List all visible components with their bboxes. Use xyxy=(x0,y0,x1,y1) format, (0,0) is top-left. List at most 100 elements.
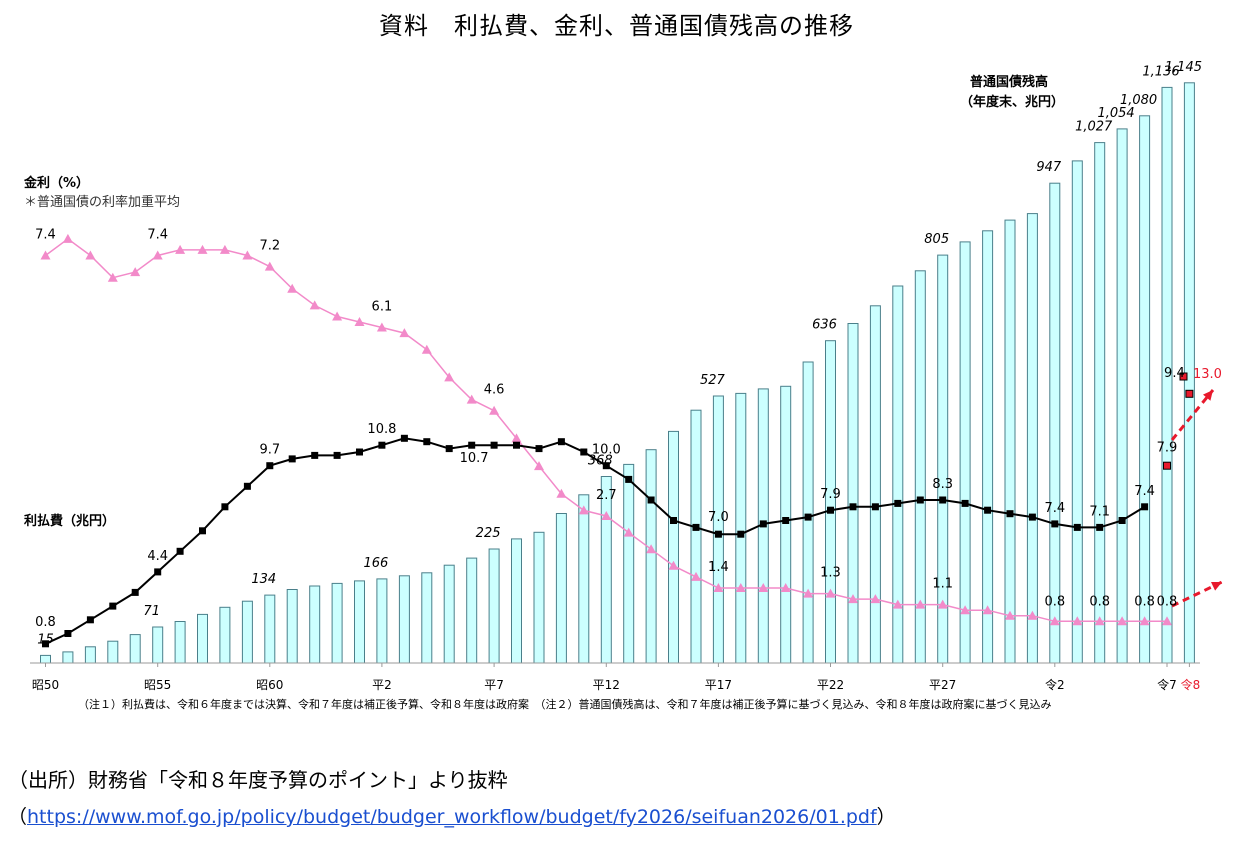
interest-value-label: 7.9 xyxy=(1157,441,1178,456)
interest-point xyxy=(42,640,49,648)
chart-svg: 15711341662253685276368059471,0271,0541,… xyxy=(23,60,1223,711)
debt-bar xyxy=(84,646,96,664)
interest-point xyxy=(86,616,94,624)
interest-point xyxy=(1028,513,1036,521)
rate-point xyxy=(534,461,544,471)
debt-bar xyxy=(578,494,590,664)
debt-bar xyxy=(847,323,859,664)
interest-line xyxy=(45,437,1146,645)
rate-point xyxy=(332,311,343,321)
rate-point xyxy=(399,328,410,338)
interest-axis-title: 利払費（兆円） xyxy=(24,513,115,529)
debt-bar xyxy=(354,580,365,664)
interest-point xyxy=(513,441,520,449)
interest-projection-arrow xyxy=(1170,389,1215,441)
interest-point xyxy=(176,547,184,555)
rate-point xyxy=(107,272,118,282)
interest-point xyxy=(737,530,745,538)
debt-bar xyxy=(152,626,164,664)
interest-point xyxy=(557,438,565,446)
debt-axis-unit: （年度末、兆円） xyxy=(960,94,1064,110)
interest-point xyxy=(490,441,498,449)
interest-value-label: 10.7 xyxy=(460,451,489,466)
interest-point xyxy=(984,506,992,514)
rate-point xyxy=(242,250,253,260)
rate-point xyxy=(646,544,657,554)
interest-projection-arrow-head xyxy=(1203,390,1213,401)
debt-bar xyxy=(421,572,433,664)
interest-point xyxy=(468,441,476,449)
rate-point xyxy=(758,583,769,592)
rate-value-label: 0.8 xyxy=(1134,594,1155,609)
rate-point xyxy=(376,322,387,332)
interest-value-label: 8.3 xyxy=(932,477,953,492)
debt-value-label: 1,080 xyxy=(1120,93,1157,108)
interest-point xyxy=(1118,517,1126,524)
debt-bar xyxy=(241,600,253,664)
interest-point xyxy=(916,496,924,504)
rate-point xyxy=(1072,616,1083,626)
debt-value-label: 134 xyxy=(251,572,276,587)
interest-value-label: 7.0 xyxy=(708,510,729,525)
rate-point xyxy=(130,267,141,277)
interest-point xyxy=(266,462,274,470)
rate-value-label: 7.4 xyxy=(147,228,168,243)
rate-value-label: 4.6 xyxy=(484,383,505,398)
debt-bar xyxy=(780,385,792,664)
rate-point xyxy=(735,583,746,592)
debt-bar xyxy=(443,564,455,664)
debt-bar xyxy=(107,640,119,664)
rate-projection-arrow-head xyxy=(1211,582,1222,591)
rate-value-label: 0.8 xyxy=(1089,594,1110,609)
rate-point xyxy=(960,605,971,615)
interest-point xyxy=(714,530,722,538)
interest-point xyxy=(1006,510,1014,518)
debt-bar xyxy=(735,392,747,664)
debt-value-label: 71 xyxy=(143,604,160,619)
interest-point xyxy=(804,513,812,521)
debt-value-label: 15 xyxy=(37,632,54,647)
rate-point xyxy=(309,300,320,310)
interest-point xyxy=(64,630,72,637)
source-url-line: （https://www.mof.go.jp/policy/budget/bud… xyxy=(8,802,896,829)
debt-value-label: 1,054 xyxy=(1097,106,1134,121)
debt-bar xyxy=(1139,115,1151,664)
debt-bar xyxy=(802,361,814,664)
rate-point xyxy=(713,583,724,592)
debt-value-label: 166 xyxy=(363,556,388,571)
interest-point xyxy=(535,445,543,453)
rate-point xyxy=(1139,616,1150,626)
interest-value-label: 9.4 xyxy=(1164,366,1185,381)
x-tick-label: 昭55 xyxy=(144,678,171,692)
interest-value-label: 7.4 xyxy=(1044,501,1065,516)
debt-bar xyxy=(264,594,276,664)
rate-projection-arrow xyxy=(1171,580,1223,608)
rate-point xyxy=(421,344,432,354)
debt-bar xyxy=(623,463,635,664)
interest-point-projection xyxy=(1185,389,1194,398)
rate-point xyxy=(175,244,186,254)
interest-value-label: 7.9 xyxy=(820,487,841,502)
debt-bar xyxy=(1071,160,1083,664)
interest-point xyxy=(333,451,341,459)
debt-value-label: 1,027 xyxy=(1075,120,1113,135)
debt-bar xyxy=(1116,128,1128,664)
rate-point xyxy=(1049,616,1060,626)
debt-bar xyxy=(331,582,343,664)
debt-bar xyxy=(555,513,567,664)
interest-point xyxy=(894,499,902,507)
interest-point xyxy=(154,568,162,576)
rate-point xyxy=(354,317,365,326)
rate-point xyxy=(219,244,230,254)
rate-point xyxy=(152,250,163,260)
interest-point xyxy=(939,496,947,504)
interest-point xyxy=(961,499,969,507)
interest-point xyxy=(1073,523,1081,531)
rate-point xyxy=(40,250,51,260)
debt-bar xyxy=(1004,219,1016,664)
x-tick-label: 平17 xyxy=(705,678,732,692)
debt-value-label: 527 xyxy=(700,373,726,388)
source-url-link[interactable]: https://www.mof.go.jp/policy/budget/budg… xyxy=(27,806,877,828)
interest-point xyxy=(243,482,251,490)
rate-axis-note: ＊普通国債の利率加重平均 xyxy=(24,194,180,210)
